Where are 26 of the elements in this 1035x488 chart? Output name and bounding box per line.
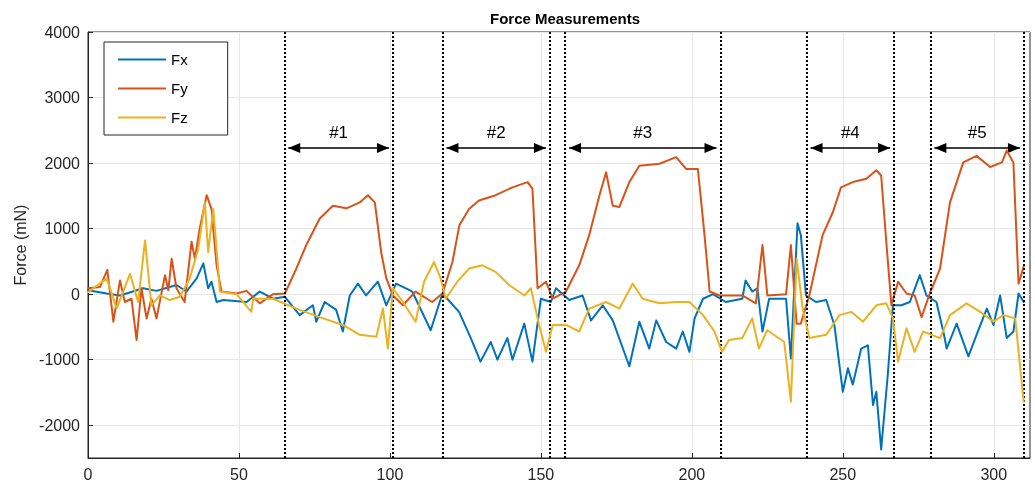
x-tick-label: 300 bbox=[980, 465, 1008, 483]
annotation: #5 bbox=[967, 122, 987, 142]
annotation: #4 bbox=[840, 122, 860, 142]
annotation: #2 bbox=[486, 122, 506, 142]
x-tick-label: 100 bbox=[376, 465, 404, 483]
chart-title: Force Measurements bbox=[489, 10, 641, 27]
y-tick-label: 0 bbox=[71, 285, 81, 303]
y-tick-label: 1000 bbox=[44, 220, 81, 238]
y-tick-label: -2000 bbox=[39, 416, 81, 434]
y-axis-title: Force (mN) bbox=[11, 204, 29, 286]
x-tick-label: 0 bbox=[83, 465, 93, 483]
legend-label: Fy bbox=[171, 80, 189, 97]
y-tick-label: 2000 bbox=[44, 154, 81, 172]
legend-label: Fz bbox=[171, 109, 188, 126]
line-series bbox=[87, 201, 1025, 403]
annotation: #1 bbox=[329, 122, 349, 142]
x-tick-label: 250 bbox=[829, 465, 857, 483]
y-tick-label: 3000 bbox=[44, 89, 81, 107]
y-tick-label: 4000 bbox=[44, 23, 81, 41]
x-tick-label: 150 bbox=[527, 465, 555, 483]
x-tick-label: 50 bbox=[230, 465, 248, 483]
annotation: #3 bbox=[633, 122, 653, 142]
x-tick-label: 200 bbox=[678, 465, 706, 483]
y-tick-label: -1000 bbox=[39, 351, 81, 369]
legend-label: Fx bbox=[171, 51, 189, 68]
line-series bbox=[87, 222, 1025, 451]
